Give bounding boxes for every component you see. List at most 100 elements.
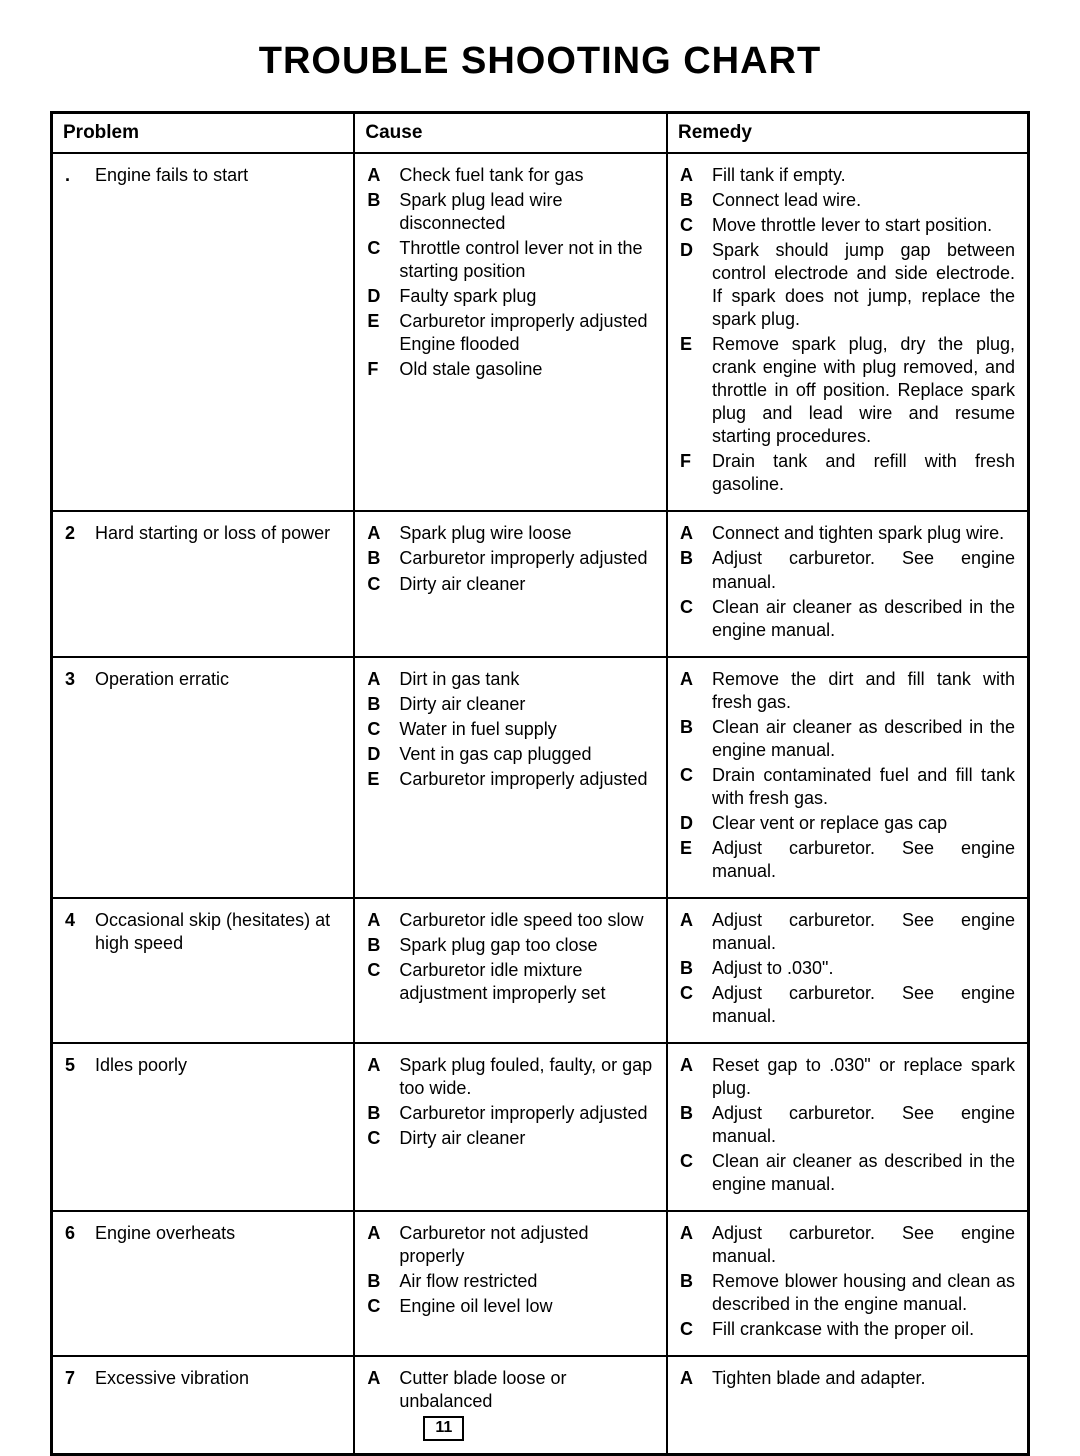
problem-number: 7 — [65, 1367, 81, 1390]
problem-number: 2 — [65, 522, 81, 545]
remedy-text: Remove the dirt and fill tank with fresh… — [712, 668, 1015, 714]
cause-text: Air flow restricted — [399, 1270, 654, 1293]
remedy-letter: D — [680, 239, 698, 331]
problem-text: Hard starting or loss of power — [95, 522, 341, 545]
cause-letter: B — [367, 693, 385, 716]
problem-text: Occasional skip (hesitates) at high spee… — [95, 909, 341, 955]
remedy-letter: B — [680, 189, 698, 212]
cause-text: Old stale gasoline — [399, 358, 654, 381]
cause-text: Cutter blade loose or unbalanced — [399, 1367, 654, 1413]
cause-letter: A — [367, 164, 385, 187]
cause-letter: A — [367, 1222, 385, 1268]
table-row: 5Idles poorly A Spark plug fouled, faulty,… — [52, 1043, 1029, 1211]
remedy-cell: A Adjust carburetor. See engine manual. BA… — [667, 898, 1029, 1043]
remedy-text: Spark should jump gap between control el… — [712, 239, 1015, 331]
table-row: 7Excessive vibrationACutter blade loose … — [52, 1356, 1029, 1454]
cause-text: Dirty air cleaner — [399, 573, 654, 596]
cause-letter: A — [367, 1054, 385, 1100]
remedy-letter: B — [680, 1102, 698, 1148]
problem-cell: . Engine fails to start — [52, 153, 355, 511]
remedy-text: Fill crankcase with the proper oil. — [712, 1318, 1015, 1341]
remedy-cell: AConnect and tighten spark plug wire.BAd… — [667, 511, 1029, 656]
cause-cell: ADirt in gas tankBDirty air cleanerCWate… — [354, 657, 667, 898]
remedy-letter: A — [680, 522, 698, 545]
cause-letter: B — [367, 547, 385, 570]
remedy-text: Adjust to .030". — [712, 957, 1015, 980]
remedy-text: Tighten blade and adapter. — [712, 1367, 1015, 1390]
problem-cell: 5Idles poorly — [52, 1043, 355, 1211]
cause-text: Carburetor improperly adjusted — [399, 547, 654, 570]
remedy-text: Drain contaminated fuel and fill tank wi… — [712, 764, 1015, 810]
cause-text: Carburetor not adjusted properly — [399, 1222, 654, 1268]
remedy-text: Fill tank if empty. — [712, 164, 1015, 187]
cause-text: Dirty air cleaner — [399, 693, 654, 716]
problem-text: Engine fails to start — [95, 164, 341, 187]
header-problem: Problem — [52, 113, 355, 154]
remedy-letter: A — [680, 1054, 698, 1100]
cause-text: Carburetor idle mixture adjustment impro… — [399, 959, 654, 1005]
remedy-letter: C — [680, 764, 698, 810]
remedy-letter: E — [680, 837, 698, 883]
cause-text: Spark plug fouled, faulty, or gap too wi… — [399, 1054, 654, 1100]
remedy-letter: A — [680, 909, 698, 955]
problem-text: Idles poorly — [95, 1054, 341, 1077]
problem-cell: 6 Engine overheats — [52, 1211, 355, 1356]
cause-letter: A — [367, 909, 385, 932]
remedy-text: Adjust carburetor. See engine manual. — [712, 1222, 1015, 1268]
remedy-letter: C — [680, 982, 698, 1028]
remedy-text: Adjust carburetor. See engine manual. — [712, 1102, 1015, 1148]
problem-cell: 7 Excessive vibration — [52, 1356, 355, 1454]
table-row: 6 Engine overheats A Carburetor not adjuste… — [52, 1211, 1029, 1356]
cause-cell: A Carburetor not adjusted properly B Air fl… — [354, 1211, 667, 1356]
remedy-letter: B — [680, 957, 698, 980]
problem-text: Excessive vibration — [95, 1367, 341, 1390]
cause-text: Spark plug wire loose — [399, 522, 654, 545]
cause-text: Dirty air cleaner — [399, 1127, 654, 1150]
remedy-letter: C — [680, 1150, 698, 1196]
cause-cell: ACutter blade loose or unbalanced11 — [354, 1356, 667, 1454]
cause-letter: C — [367, 1127, 385, 1150]
cause-text: Spark plug lead wire disconnected — [399, 189, 654, 235]
problem-number: 3 — [65, 668, 81, 691]
page-title: TROUBLE SHOOTING CHART — [50, 40, 1030, 83]
table-row: .Engine fails to startACheck fuel tank f… — [52, 153, 1029, 511]
table-row: 4Occasional skip (hesitates) at high spe… — [52, 898, 1029, 1043]
remedy-letter: E — [680, 333, 698, 448]
problem-cell: 4Occasional skip (hesitates) at high spe… — [52, 898, 355, 1043]
page-number: 11 — [423, 1416, 464, 1440]
cause-text: Water in fuel supply — [399, 718, 654, 741]
remedy-cell: ATighten blade and adapter. — [667, 1356, 1029, 1454]
remedy-text: Adjust carburetor. See engine manual. — [712, 837, 1015, 883]
cause-letter: B — [367, 934, 385, 957]
table-row: 2 Hard starting or loss of power A Spark pl… — [52, 511, 1029, 656]
cause-text: Carburetor improperly adjusted Engine fl… — [399, 310, 654, 356]
cause-letter: D — [367, 285, 385, 308]
cause-cell: ACarburetor idle speed too slowBSpark pl… — [354, 898, 667, 1043]
cause-letter: B — [367, 1270, 385, 1293]
problem-number: 6 — [65, 1222, 81, 1245]
cause-letter: C — [367, 237, 385, 283]
cause-letter: B — [367, 189, 385, 235]
remedy-cell: AAdjust carburetor. See engine manual.BR… — [667, 1211, 1029, 1356]
remedy-text: Adjust carburetor. See engine manual. — [712, 982, 1015, 1028]
cause-letter: D — [367, 743, 385, 766]
remedy-letter: C — [680, 596, 698, 642]
cause-cell: ACheck fuel tank for gasBSpark plug lead… — [354, 153, 667, 511]
cause-text: Vent in gas cap plugged — [399, 743, 654, 766]
cause-text: Carburetor improperly adjusted — [399, 1102, 654, 1125]
remedy-letter: B — [680, 1270, 698, 1316]
cause-text: Carburetor idle speed too slow — [399, 909, 654, 932]
header-remedy: Remedy — [667, 113, 1029, 154]
remedy-letter: F — [680, 450, 698, 496]
problem-number: . — [65, 164, 81, 187]
remedy-letter: C — [680, 1318, 698, 1341]
cause-letter: A — [367, 522, 385, 545]
problem-text: Engine overheats — [95, 1222, 341, 1245]
remedy-cell: AFill tank if empty.BConnect lead wire.C… — [667, 153, 1029, 511]
remedy-letter: C — [680, 214, 698, 237]
cause-cell: A Spark plug wire loose B Carburetor improp… — [354, 511, 667, 656]
cause-letter: C — [367, 1295, 385, 1318]
cause-letter: C — [367, 718, 385, 741]
remedy-text: Clean air cleaner as described in the en… — [712, 596, 1015, 642]
cause-cell: A Spark plug fouled, faulty, or gap too w… — [354, 1043, 667, 1211]
